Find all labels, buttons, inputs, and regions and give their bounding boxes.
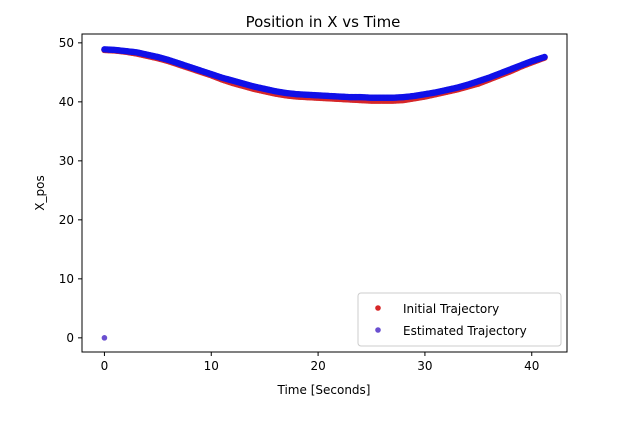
series-estimated-trajectory xyxy=(101,46,548,341)
legend: Initial Trajectory Estimated Trajectory xyxy=(357,292,562,347)
x-axis-label: Time [Seconds] xyxy=(277,383,371,397)
legend-marker-estimated xyxy=(375,327,381,333)
legend-label-estimated: Estimated Trajectory xyxy=(403,324,527,338)
x-axis: 0 10 20 30 40 xyxy=(101,352,539,373)
y-tick-label: 0 xyxy=(66,331,74,345)
x-tick-label: 20 xyxy=(310,359,325,373)
plot-area xyxy=(101,46,548,341)
x-tick-label: 10 xyxy=(204,359,219,373)
y-tick-label: 10 xyxy=(59,272,74,286)
legend-box xyxy=(357,292,562,347)
data-point-outlier xyxy=(101,335,108,341)
y-tick-label: 20 xyxy=(59,213,74,227)
legend-marker-initial xyxy=(375,305,381,311)
x-tick-label: 40 xyxy=(524,359,539,373)
y-tick-label: 50 xyxy=(59,36,74,50)
data-point xyxy=(541,53,548,61)
x-tick-label: 0 xyxy=(101,359,109,373)
chart-title: Position in X vs Time xyxy=(246,13,401,31)
y-axis-label: X_pos xyxy=(33,175,47,210)
legend-label-initial: Initial Trajectory xyxy=(403,302,499,316)
y-tick-label: 40 xyxy=(59,95,74,109)
x-tick-label: 30 xyxy=(417,359,432,373)
plot-frame xyxy=(81,33,568,353)
y-tick-label: 30 xyxy=(59,154,74,168)
y-axis: 0 10 20 30 40 50 xyxy=(59,36,82,345)
